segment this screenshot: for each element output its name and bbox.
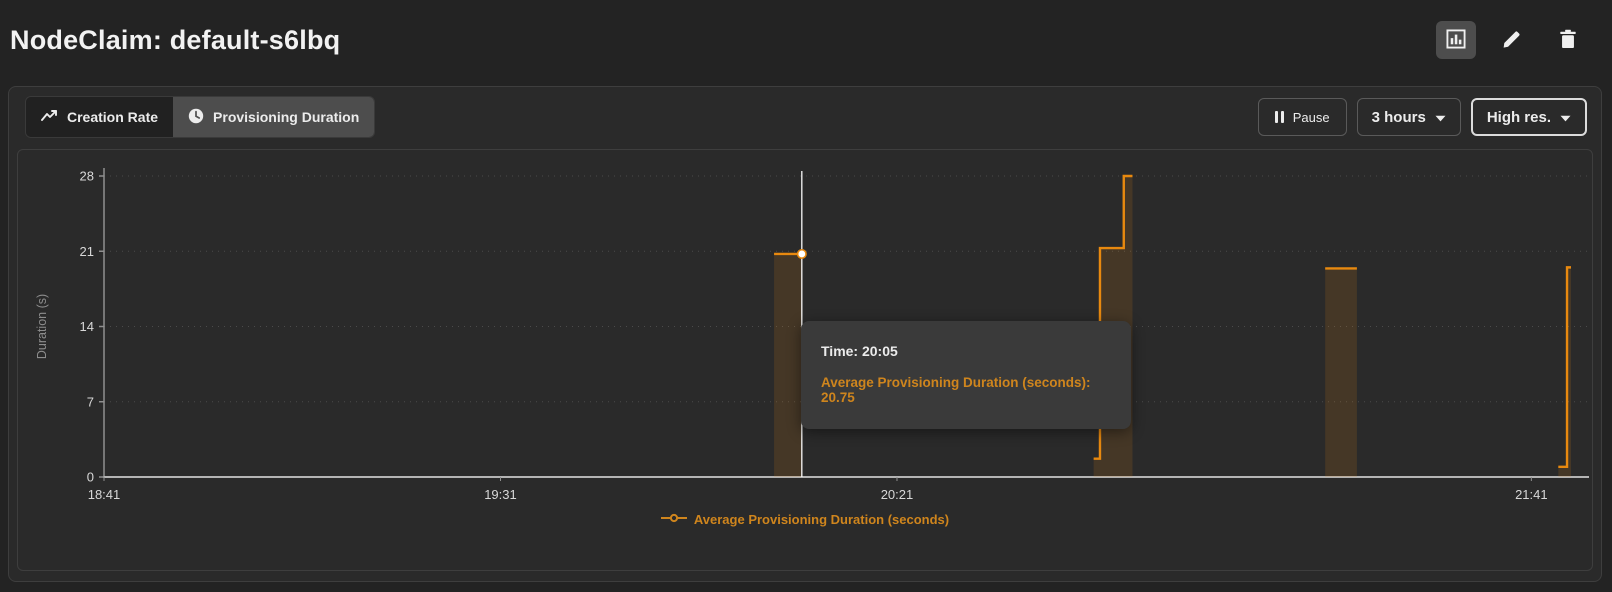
chart-view-button[interactable] — [1436, 21, 1476, 59]
page-title: NodeClaim: default-s6lbq — [10, 24, 341, 55]
pause-icon — [1274, 111, 1284, 123]
legend-line-marker-icon — [660, 510, 687, 528]
chart-toolbar: Creation Rate Provisioning Duration Paus… — [25, 96, 1587, 138]
svg-text:Duration (s): Duration (s) — [35, 294, 49, 359]
svg-text:18:41: 18:41 — [88, 487, 121, 502]
svg-text:28: 28 — [80, 169, 94, 184]
tab-provisioning-duration[interactable]: Provisioning Duration — [173, 97, 375, 137]
resolution-dropdown[interactable]: High res. — [1470, 98, 1587, 136]
legend-label: Average Provisioning Duration (seconds) — [693, 511, 950, 527]
tooltip-time: Time: 20:05 — [821, 343, 898, 359]
edit-button[interactable] — [1492, 21, 1532, 59]
pause-button[interactable]: Pause — [1257, 98, 1347, 136]
svg-text:20:21: 20:21 — [881, 487, 914, 502]
resolution-value: High res. — [1486, 108, 1551, 126]
time-range-value: 3 hours — [1371, 108, 1426, 126]
pause-label: Pause — [1292, 109, 1330, 125]
tab-label: Creation Rate — [67, 109, 159, 125]
svg-text:0: 0 — [87, 470, 94, 485]
clock-icon — [188, 108, 204, 127]
toolbar-right: Pause 3 hours High res. — [1257, 98, 1587, 136]
chevron-down-icon — [1435, 109, 1446, 126]
bar-chart-icon — [1445, 28, 1467, 53]
svg-text:21:41: 21:41 — [1515, 487, 1548, 502]
chart-area: 0 7 14 21 28 18:41 19:31 20:21 21:41 Duration (s)… — [17, 149, 1593, 571]
svg-text:19:31: 19:31 — [484, 487, 517, 502]
delete-button[interactable] — [1548, 21, 1588, 59]
chart-legend[interactable]: Average Provisioning Duration (seconds) — [18, 510, 1592, 528]
pencil-icon — [1501, 28, 1523, 53]
svg-text:21: 21 — [80, 244, 94, 259]
chart-panel: Creation Rate Provisioning Duration Paus… — [8, 86, 1602, 582]
trend-line-icon — [41, 109, 58, 125]
svg-text:7: 7 — [87, 394, 94, 409]
chart-tooltip: Time: 20:05 Average Provisioning Duratio… — [801, 321, 1131, 429]
svg-text:14: 14 — [80, 319, 94, 334]
tab-creation-rate[interactable]: Creation Rate — [26, 97, 174, 137]
tab-label: Provisioning Duration — [213, 109, 360, 125]
time-range-dropdown[interactable]: 3 hours — [1356, 98, 1461, 136]
page-header: NodeClaim: default-s6lbq — [0, 0, 1612, 80]
header-actions — [1436, 21, 1588, 59]
chart-tab-group: Creation Rate Provisioning Duration — [25, 96, 376, 138]
chevron-down-icon — [1560, 109, 1571, 126]
tooltip-series-value: Average Provisioning Duration (seconds):… — [821, 375, 1091, 405]
trash-icon — [1557, 28, 1579, 53]
